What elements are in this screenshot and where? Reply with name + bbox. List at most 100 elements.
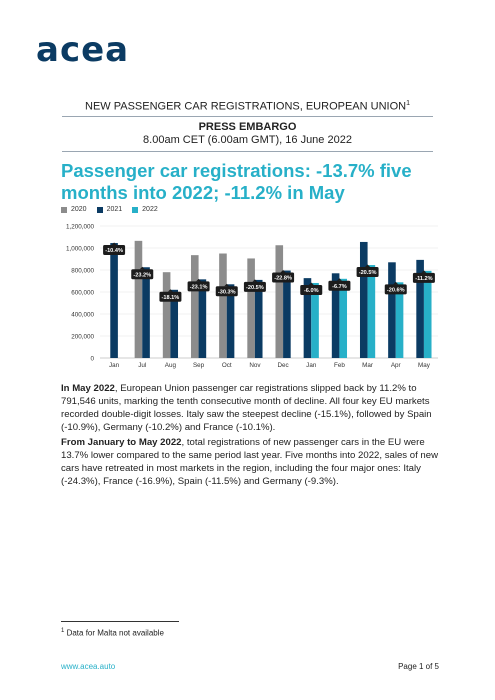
chart-legend: 2020 2021 2022: [61, 206, 158, 213]
change-label-pointer: [252, 279, 258, 282]
footnote-text: Data for Malta not available: [64, 628, 164, 638]
paragraph-may-lead: In May 2022: [61, 383, 115, 394]
change-label-box: [131, 269, 154, 280]
change-label-box: [103, 245, 126, 256]
change-label-box: [300, 284, 323, 295]
change-label-pointer: [196, 278, 202, 282]
bar-2022-feb: [339, 278, 348, 358]
x-tick-label: Apr: [391, 362, 401, 369]
y-tick-label: 600,000: [71, 290, 94, 297]
x-tick-label: Mar: [362, 362, 373, 369]
bar-2021-jan: [303, 278, 312, 358]
bar-2021-jul: [142, 267, 150, 358]
change-label: -20.5%: [246, 285, 264, 291]
change-label-box: [328, 280, 351, 291]
x-tick-label: May: [418, 362, 431, 369]
y-tick-label: 1,000,000: [66, 246, 95, 253]
y-tick-label: 400,000: [71, 312, 94, 319]
x-tick-label: Jan: [109, 362, 120, 369]
bar-2021-oct: [226, 284, 235, 358]
y-tick-label: 1,200,000: [66, 224, 95, 231]
footer-website-link[interactable]: www.acea.auto: [61, 662, 116, 671]
bar-2021-sep: [198, 279, 207, 358]
bar-2022-apr: [395, 282, 404, 358]
x-tick-label: Aug: [165, 362, 177, 369]
change-label-box: [412, 272, 435, 283]
y-tick-label: 800,000: [71, 268, 94, 275]
embargo-title: PRESS EMBARGO: [198, 121, 297, 133]
bar-2020-jul: [134, 240, 143, 358]
change-label-box: [243, 281, 266, 292]
change-label: -22.8%: [274, 276, 292, 282]
change-label: -10.4%: [105, 248, 123, 254]
legend-swatch: [96, 206, 103, 213]
legend-swatch: [61, 206, 67, 213]
registrations-chart: 0 200,000 400,000 600,000 800,000 1,000,000 1,…: [66, 224, 438, 369]
bar-2021-jan: [110, 243, 118, 358]
change-label-box: [215, 286, 238, 297]
bar-2021-apr: [388, 262, 396, 358]
paragraph-ytd-lead: From January to May 2022: [61, 437, 182, 448]
change-label: -6.7%: [332, 284, 347, 290]
x-tick-label: Nov: [249, 362, 261, 369]
change-label-box: [272, 272, 295, 283]
bar-2021-nov: [254, 279, 263, 358]
legend-label: 2022: [142, 206, 158, 213]
bar-2020-aug: [162, 272, 171, 358]
change-label: -18.1%: [162, 295, 180, 301]
legend-label: 2021: [106, 206, 123, 213]
footnote-divider: [61, 621, 179, 622]
change-label-box: [159, 291, 182, 302]
change-label: -11.2%: [415, 276, 432, 282]
change-label: -6.0%: [304, 288, 319, 294]
footnote: 1 Data for Malta not available: [61, 628, 164, 638]
change-label-pointer: [393, 281, 399, 285]
bar-2020-nov: [247, 258, 255, 358]
paragraph-may: In May 2022, European Union passenger ca…: [61, 382, 441, 434]
x-tick-label: Sep: [193, 362, 205, 369]
legend-item-2021: 2021: [96, 206, 123, 213]
y-tick-label: 200,000: [71, 334, 94, 341]
embargo-time: 8.00am CET (6.00am GMT), 16 June 2022: [143, 134, 352, 146]
bar-2021-may: [416, 259, 424, 358]
change-label-pointer: [111, 242, 117, 246]
bar-2021-mar: [359, 241, 368, 358]
change-label-box: [356, 267, 379, 278]
header-divider: [62, 116, 433, 117]
paragraph-ytd-text: , total registrations of new passenger c…: [61, 437, 439, 487]
change-label: -23.2%: [133, 272, 151, 278]
footnote-marker: 1: [61, 628, 65, 634]
change-label-pointer: [224, 283, 230, 287]
bar-2021-feb: [331, 273, 340, 358]
bar-2022-may: [423, 270, 432, 358]
bar-2021-aug: [170, 289, 179, 358]
bar-2021-dec: [283, 270, 291, 358]
x-tick-label: Feb: [334, 362, 345, 369]
change-label-pointer: [280, 270, 286, 273]
legend-label: 2020: [71, 206, 87, 213]
bar-2022-jan: [311, 282, 319, 358]
document-header: NEW PASSENGER CAR REGISTRATIONS, EUROPEA…: [0, 100, 495, 113]
paragraph-may-text: , European Union passenger car registrat…: [61, 383, 432, 433]
legend-item-2022: 2022: [132, 206, 158, 213]
x-tick-label: Jan: [306, 362, 317, 369]
bar-2020-sep: [190, 255, 199, 358]
bar-2022-mar: [367, 265, 376, 358]
x-tick-label: Dec: [277, 362, 288, 369]
change-label-box: [384, 284, 407, 295]
embargo-divider: [62, 151, 433, 152]
x-tick-label: Jul: [138, 362, 146, 369]
change-label-pointer: [139, 266, 145, 270]
y-tick-label: 0: [90, 356, 94, 363]
change-label: -30.3%: [218, 289, 236, 295]
bar-2020-dec: [275, 245, 284, 358]
acea-logo: acea: [36, 30, 130, 70]
change-label: -23.1%: [190, 284, 208, 290]
change-label-pointer: [336, 278, 342, 281]
change-label-pointer: [421, 270, 427, 273]
paragraph-ytd: From January to May 2022, total registra…: [61, 436, 441, 488]
x-tick-label: Oct: [222, 362, 232, 369]
bar-2020-oct: [219, 253, 227, 358]
change-label-pointer: [365, 264, 371, 268]
change-label-box: [187, 281, 210, 292]
